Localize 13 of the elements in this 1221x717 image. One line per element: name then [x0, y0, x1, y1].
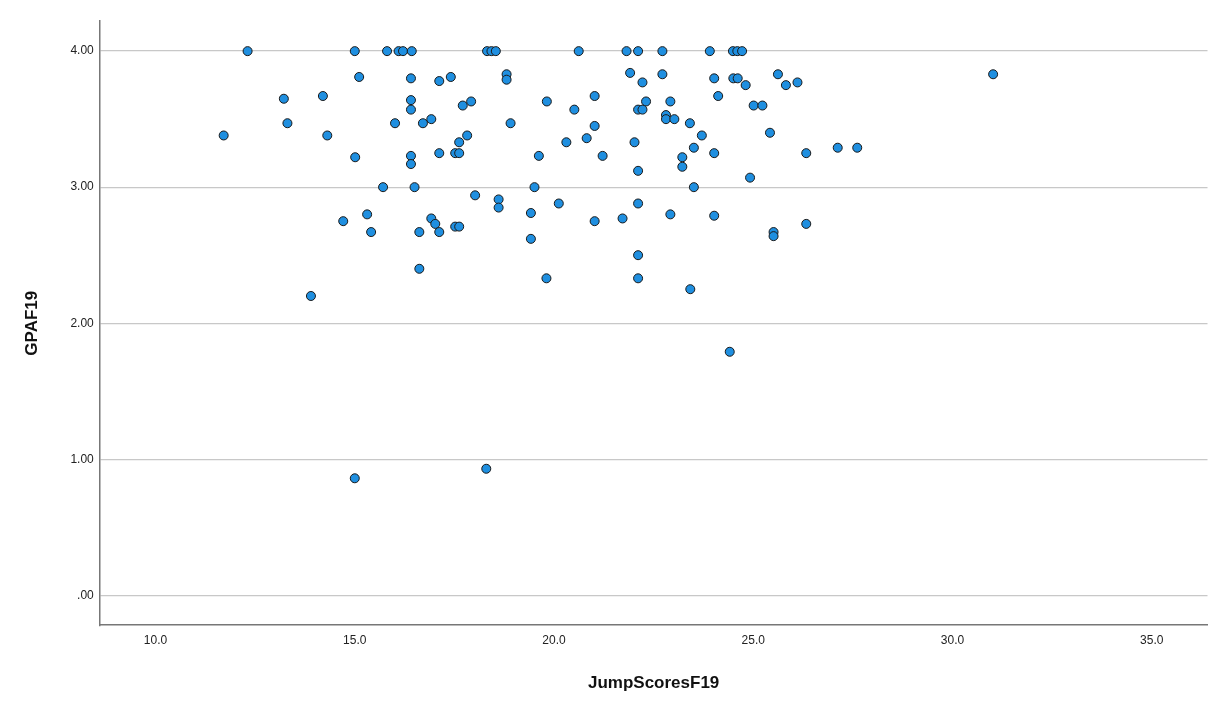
x-tick-label: 30.0 [940, 632, 965, 647]
y-tick-label: 2.00 [70, 315, 95, 330]
y-tick-label: 1.00 [70, 451, 95, 466]
y-tick-label: 3.00 [70, 179, 95, 194]
y-tick-label: 4.00 [70, 43, 95, 58]
y-axis-title: GPAF19 [21, 290, 41, 356]
x-tick-label: 10.0 [143, 632, 168, 647]
x-tick-label: 20.0 [542, 632, 567, 647]
y-tick-label: .00 [77, 587, 95, 602]
x-tick-label: 15.0 [343, 632, 367, 647]
x-tick-label: 25.0 [741, 632, 766, 647]
x-tick-label: 35.0 [1140, 632, 1164, 647]
x-axis-title: JumpScoresF19 [587, 673, 720, 693]
